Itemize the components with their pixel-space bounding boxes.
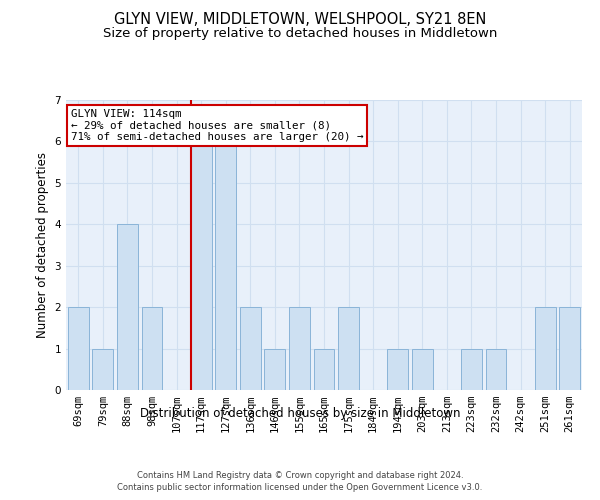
Bar (338, 307, 359, 390)
Bar (559, 307, 580, 390)
Bar (92, 348, 113, 390)
Bar (142, 307, 163, 390)
Bar (485, 348, 506, 390)
Bar (117, 224, 138, 390)
Bar (215, 142, 236, 390)
Bar (289, 307, 310, 390)
Bar (68, 307, 89, 390)
Bar (191, 142, 212, 390)
Bar (387, 348, 408, 390)
Bar (535, 307, 556, 390)
Bar (412, 348, 433, 390)
Bar (265, 348, 286, 390)
Bar (240, 307, 261, 390)
Y-axis label: Number of detached properties: Number of detached properties (36, 152, 49, 338)
Text: Size of property relative to detached houses in Middletown: Size of property relative to detached ho… (103, 28, 497, 40)
Text: Contains HM Land Registry data © Crown copyright and database right 2024.: Contains HM Land Registry data © Crown c… (137, 471, 463, 480)
Text: Distribution of detached houses by size in Middletown: Distribution of detached houses by size … (140, 408, 460, 420)
Bar (461, 348, 482, 390)
Text: GLYN VIEW: 114sqm
← 29% of detached houses are smaller (8)
71% of semi-detached : GLYN VIEW: 114sqm ← 29% of detached hous… (71, 108, 364, 142)
Text: Contains public sector information licensed under the Open Government Licence v3: Contains public sector information licen… (118, 484, 482, 492)
Text: GLYN VIEW, MIDDLETOWN, WELSHPOOL, SY21 8EN: GLYN VIEW, MIDDLETOWN, WELSHPOOL, SY21 8… (114, 12, 486, 28)
Bar (314, 348, 334, 390)
